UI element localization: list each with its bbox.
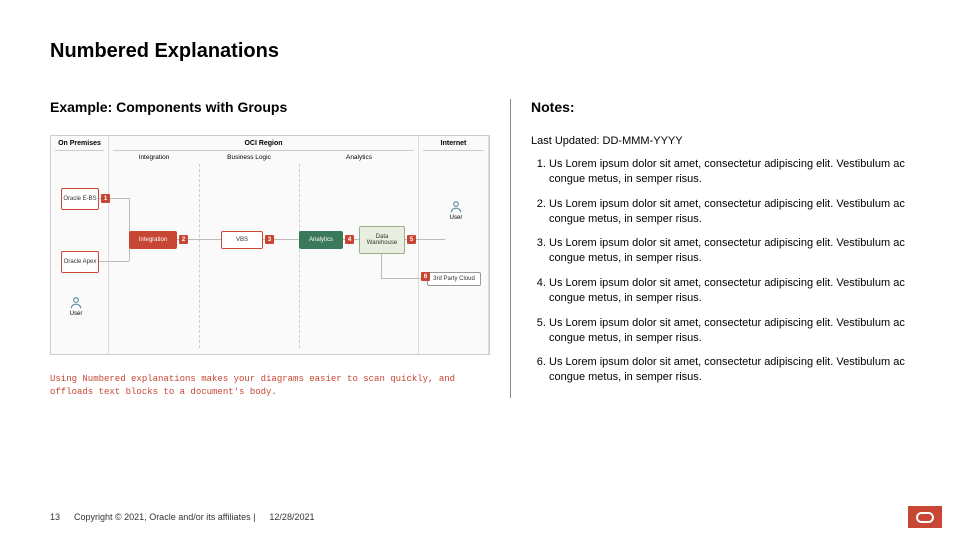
number-badge: 3 [265,235,274,244]
zone-label: OCI Region [109,140,418,147]
left-column: Example: Components with Groups On Premi… [50,99,490,398]
notes-item: Us Lorem ipsum dolor sit amet, consectet… [549,197,910,227]
architecture-diagram: On PremisesOCI RegionIntegrationBusiness… [50,135,490,355]
number-badge: 6 [421,272,430,281]
diagram-node: Data Warehouse [359,226,405,254]
connector-line [99,261,129,262]
number-badge: 5 [407,235,416,244]
zone-sublabel: Integration [109,154,199,161]
number-badge: 2 [179,235,188,244]
diagram-zone: Internet [419,136,489,354]
slide-title: Numbered Explanations [50,40,910,63]
user-icon: User [67,296,85,318]
diagram-node: Analytics [299,231,343,249]
diagram-node: 3rd Party Cloud [427,272,481,286]
notes-item: Us Lorem ipsum dolor sit amet, consectet… [549,236,910,266]
footer: 13 Copyright © 2021, Oracle and/or its a… [50,512,314,522]
diagram-node: Oracle E-BS [61,188,99,210]
connector-line [381,254,382,278]
notes-subtitle: Notes: [531,99,910,115]
notes-list: Us Lorem ipsum dolor sit amet, consectet… [531,157,910,385]
user-icon: User [447,200,465,222]
notes-item: Us Lorem ipsum dolor sit amet, consectet… [549,355,910,385]
diagram-caption: Using Numbered explanations makes your d… [50,373,490,398]
zone-label: Internet [419,140,488,147]
number-badge: 4 [345,235,354,244]
diagram-node: VBS [221,231,263,249]
notes-item: Us Lorem ipsum dolor sit amet, consectet… [549,276,910,306]
notes-item: Us Lorem ipsum dolor sit amet, consectet… [549,316,910,346]
zone-label: On Premises [51,140,108,147]
diagram-zone: On Premises [51,136,109,354]
right-column: Notes: Last Updated: DD-MMM-YYYY Us Lore… [510,99,910,398]
page-number: 13 [50,512,60,522]
number-badge: 1 [101,194,110,203]
diagram-node: Integration [129,231,177,249]
footer-date: 12/28/2021 [269,512,314,522]
last-updated: Last Updated: DD-MMM-YYYY [531,135,910,147]
zone-sublabel: Analytics [299,154,419,161]
zone-sublabel: Business Logic [199,154,299,161]
columns: Example: Components with Groups On Premi… [50,99,910,398]
slide: Numbered Explanations Example: Component… [0,0,960,540]
copyright-text: Copyright © 2021, Oracle and/or its affi… [74,512,255,522]
oracle-logo-icon [908,506,942,528]
notes-item: Us Lorem ipsum dolor sit amet, consectet… [549,157,910,187]
diagram-node: Oracle Apex [61,251,99,273]
left-subtitle: Example: Components with Groups [50,99,490,115]
connector-line [129,198,130,261]
